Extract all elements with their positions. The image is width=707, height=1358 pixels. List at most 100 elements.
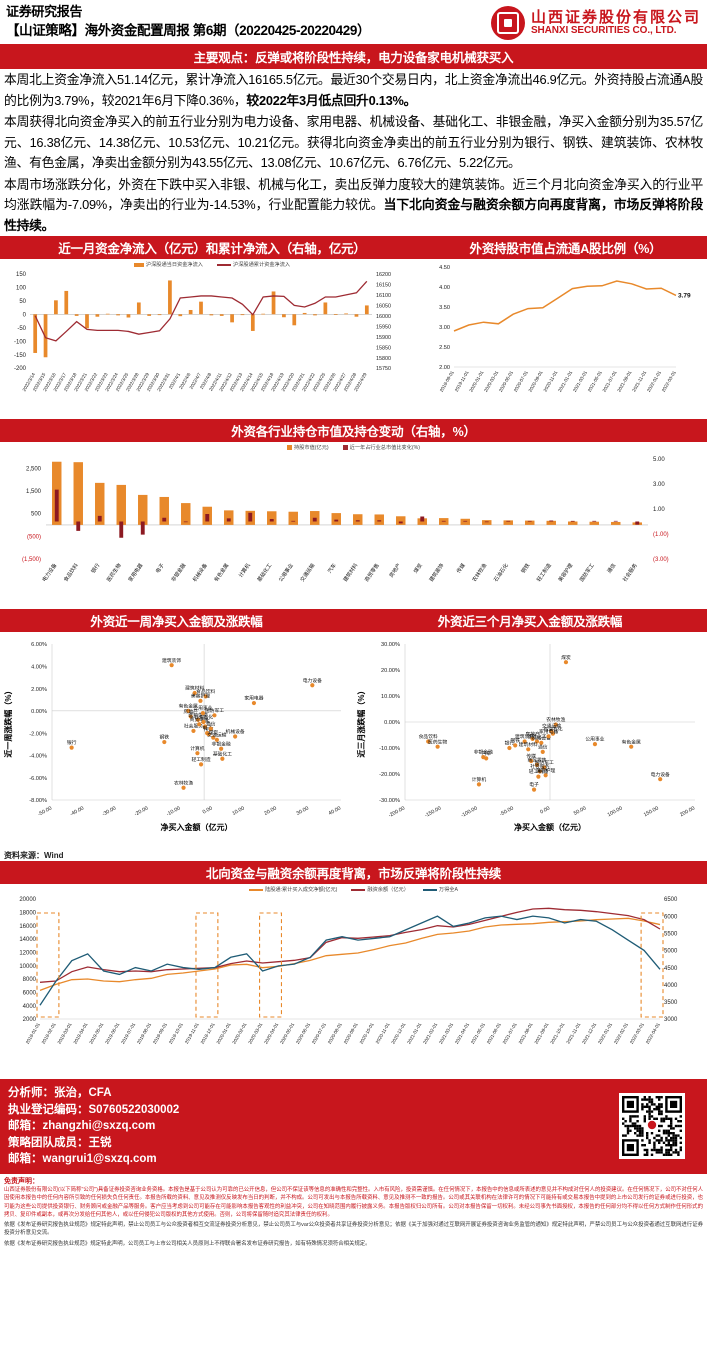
svg-text:-50: -50 (17, 326, 26, 332)
svg-text:2020-11-01: 2020-11-01 (543, 370, 559, 393)
northbound-legend: 陆股通:累计买入成交净额(亿元) 融资余额（亿元） 万得全A (0, 884, 707, 893)
svg-text:18000: 18000 (19, 911, 36, 917)
svg-text:有色金属: 有色金属 (622, 738, 641, 745)
svg-text:3.79: 3.79 (678, 292, 691, 299)
qr-code-icon[interactable] (619, 1093, 685, 1160)
svg-text:3.00: 3.00 (439, 325, 450, 331)
svg-text:6.00%: 6.00% (31, 642, 47, 648)
svg-text:20.00: 20.00 (263, 805, 277, 816)
svg-text:建筑材料: 建筑材料 (519, 741, 538, 748)
svg-text:4.00: 4.00 (439, 285, 450, 291)
svg-text:2021-06-01: 2021-06-01 (486, 1022, 502, 1045)
svg-text:2019-02-01: 2019-02-01 (41, 1022, 57, 1045)
summary-paragraphs: 本周北上资金净流入51.14亿元，累计净流入16165.5亿元。最近30个交易日… (0, 69, 707, 236)
svg-text:20.00%: 20.00% (381, 668, 400, 674)
svg-text:机械设备: 机械设备 (190, 561, 209, 583)
svg-text:农林牧渔: 农林牧渔 (470, 562, 488, 584)
svg-text:公用事业: 公用事业 (276, 562, 294, 584)
svg-text:-2.00%: -2.00% (29, 731, 47, 737)
industry-plot: 2,500 1,500 500 (500) (1,500) 5.00 3.00 1.00 (1.… (0, 451, 707, 609)
svg-text:商贸零售: 商贸零售 (362, 562, 380, 584)
analyst-footer: 分析师：张治，CFA 执业登记编码：S0760522030002 邮箱：zhan… (0, 1079, 707, 1174)
svg-text:通信: 通信 (206, 720, 216, 727)
svg-text:医药生物: 医药生物 (428, 738, 447, 745)
svg-text:传媒: 传媒 (204, 726, 214, 733)
svg-text:5.00: 5.00 (653, 457, 665, 463)
disclaimer-body: 山西证券股份有限公司(以下简称"公司")具备证券投资咨询业务资格。本报告是基于公… (4, 1186, 703, 1219)
svg-text:建筑装饰: 建筑装饰 (515, 733, 534, 740)
svg-text:(1.00): (1.00) (653, 532, 669, 538)
svg-text:通信: 通信 (605, 562, 618, 575)
svg-text:16050: 16050 (376, 304, 391, 310)
svg-text:150.00: 150.00 (643, 805, 660, 818)
page-title: 【山证策略】海外资金配置周报 第6期（20220425-20220429） (6, 23, 371, 38)
disclaimer-heading: 免责声明： (4, 1177, 39, 1185)
svg-text:电子: 电子 (202, 725, 212, 732)
svg-text:3.00: 3.00 (653, 482, 665, 488)
svg-text:近三月涨跌幅（%）: 近三月涨跌幅（%） (356, 686, 366, 757)
company-name-block: 山西证券股份有限公司 SHANXI SECURITIES CO., LTD. (531, 10, 701, 36)
svg-text:石油石化: 石油石化 (491, 562, 509, 584)
svg-text:16000: 16000 (19, 924, 36, 930)
svg-text:有色金属: 有色金属 (212, 562, 230, 584)
svg-text:1,500: 1,500 (26, 489, 42, 495)
svg-text:0.00: 0.00 (202, 805, 214, 815)
svg-text:2020-08-01: 2020-08-01 (327, 1022, 343, 1045)
svg-text:基础化工: 基础化工 (527, 733, 546, 740)
legend-item-cumulative: 沪深股通累计资金净流入 (217, 261, 290, 268)
svg-text:-150.00: -150.00 (424, 805, 442, 819)
week-scatter-plot: 6.00% 4.00% 2.00% 0.00% -2.00% -4.00% -6.00% -8… (0, 632, 353, 850)
svg-text:农林牧渔: 农林牧渔 (546, 716, 565, 723)
svg-text:石油石化: 石油石化 (194, 714, 213, 721)
svg-text:国防军工: 国防军工 (535, 759, 554, 766)
report-header: 证券研究报告 【山证策略】海外资金配置周报 第6期（20220425-20220… (0, 0, 707, 44)
net-inflow-plot: 150 100 50 0 -50 -100 -150 -200 16200 16150 16100 1… (0, 268, 424, 410)
svg-text:非银金融: 非银金融 (212, 740, 231, 747)
svg-text:2021-11-01: 2021-11-01 (631, 370, 647, 393)
svg-text:4.00%: 4.00% (31, 664, 47, 670)
svg-text:2019-10-01: 2019-10-01 (168, 1022, 184, 1045)
svg-text:8000: 8000 (23, 977, 37, 983)
svg-text:2019-09-01: 2019-09-01 (439, 370, 455, 393)
foreign-holding-plot: 4.50 4.00 3.50 3.00 2.50 2.00 3.79 2019-09-01 20… (424, 259, 707, 419)
svg-text:(3.00): (3.00) (653, 557, 669, 563)
svg-text:房地产: 房地产 (387, 562, 402, 579)
net-inflow-legend: 沪深股通当日资金净流入 沪深股通累计资金净流入 (0, 259, 424, 268)
svg-text:汽车: 汽车 (325, 562, 338, 575)
svg-text:-40.00: -40.00 (69, 805, 85, 817)
svg-text:10.00: 10.00 (231, 805, 245, 816)
svg-text:建筑材料: 建筑材料 (341, 562, 359, 584)
svg-text:2.00%: 2.00% (31, 687, 47, 693)
svg-text:2021-01-01: 2021-01-01 (406, 1022, 422, 1045)
svg-text:美容护理: 美容护理 (556, 561, 575, 583)
svg-text:电子: 电子 (153, 562, 166, 575)
svg-text:30.00: 30.00 (296, 805, 310, 816)
svg-text:2021-09-01: 2021-09-01 (534, 1022, 550, 1045)
svg-text:2019-09-01: 2019-09-01 (152, 1022, 168, 1045)
svg-text:2021-05-01: 2021-05-01 (470, 1022, 486, 1045)
svg-text:非银金融: 非银金融 (474, 749, 493, 756)
svg-text:家用电器: 家用电器 (539, 728, 558, 735)
analyst-email: 邮箱：zhangzhi@sxzq.com (8, 1120, 156, 1132)
svg-text:16100: 16100 (376, 293, 391, 299)
svg-text:轻工制造: 轻工制造 (529, 768, 548, 775)
svg-text:2019-06-01: 2019-06-01 (104, 1022, 120, 1045)
analyst-name: 分析师：张治，CFA (8, 1087, 112, 1099)
svg-text:电力设备: 电力设备 (40, 561, 59, 583)
foreign-holding-ratio-chart: 外资持股市值占流通A股比例（%） 4.50 4.00 3.50 3.00 2.50 2.0… (424, 236, 707, 419)
svg-text:2021-11-01: 2021-11-01 (565, 1022, 581, 1045)
svg-text:16150: 16150 (376, 283, 391, 289)
svg-text:-10.00%: -10.00% (379, 746, 400, 752)
svg-text:2020-11-01: 2020-11-01 (375, 1022, 391, 1045)
svg-text:4000: 4000 (664, 983, 678, 989)
foreign-holding-chart-title: 外资持股市值占流通A股比例（%） (424, 236, 707, 259)
svg-text:电力设备: 电力设备 (303, 677, 322, 684)
svg-text:非银金融: 非银金融 (169, 562, 187, 584)
svg-text:4.50: 4.50 (439, 265, 450, 271)
svg-text:14000: 14000 (19, 937, 36, 943)
svg-text:3.50: 3.50 (439, 305, 450, 311)
svg-text:-20.00%: -20.00% (379, 772, 400, 778)
svg-text:2020-06-01: 2020-06-01 (295, 1022, 311, 1045)
svg-text:2019-01-01: 2019-01-01 (25, 1022, 41, 1045)
svg-text:医药生物: 医药生物 (188, 711, 207, 718)
